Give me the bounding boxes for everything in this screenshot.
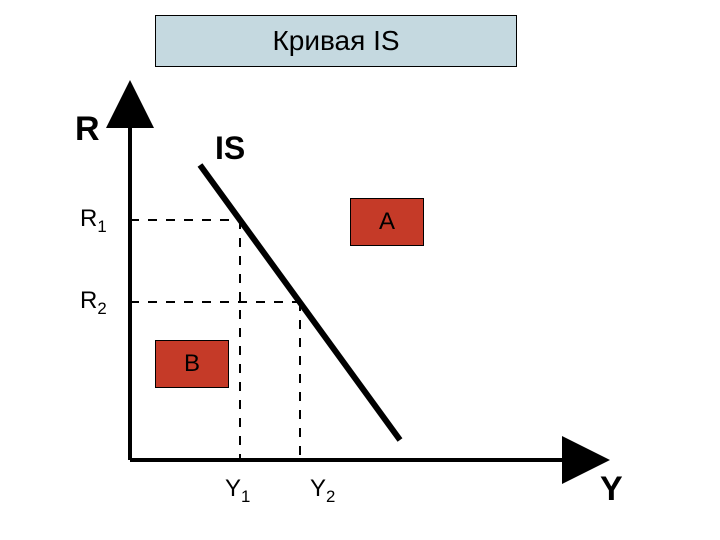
box-b: B xyxy=(155,340,229,388)
y1-label: Y1 xyxy=(225,475,250,507)
box-a-text: A xyxy=(379,208,395,236)
r2-label: R2 xyxy=(80,287,107,319)
box-a: A xyxy=(350,198,424,246)
r1-label: R1 xyxy=(80,205,107,237)
chart-title-text: Кривая IS xyxy=(272,25,399,57)
x-axis-label: Y xyxy=(600,470,623,509)
box-b-text: B xyxy=(184,350,200,378)
chart-svg xyxy=(0,0,720,540)
curve-label: IS xyxy=(215,130,245,167)
y2-label: Y2 xyxy=(310,475,335,507)
chart-title: Кривая IS xyxy=(155,15,517,67)
y-axis-label: R xyxy=(75,110,100,149)
